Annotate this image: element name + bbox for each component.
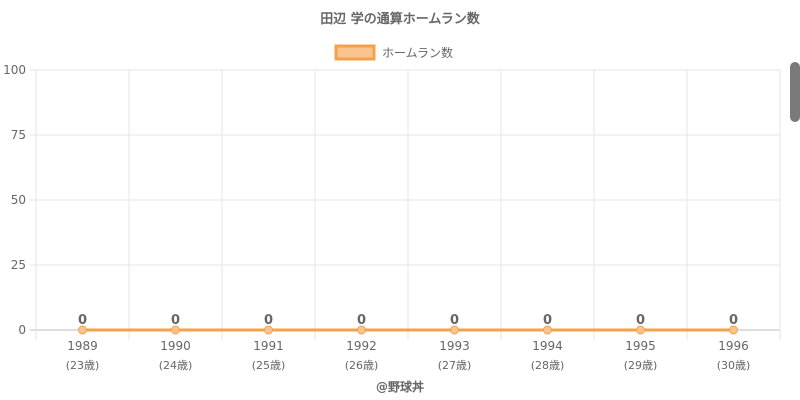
- x-tick-sublabel: (24歳): [159, 359, 193, 372]
- data-label: 0: [171, 313, 180, 328]
- x-axis: 1989 (23歳) 1990 (24歳) 1991 (25歳) 1992 (26歳) 1993…: [66, 339, 751, 372]
- data-point: [78, 325, 87, 335]
- data-label: 0: [357, 313, 366, 328]
- data-point: [636, 325, 645, 335]
- y-axis: 0 25 50 75 100: [3, 63, 26, 337]
- scrollbar-thumb[interactable]: [790, 62, 800, 122]
- legend-swatch: [334, 44, 376, 61]
- data-point: [357, 325, 366, 335]
- x-tick-sublabel: (25歳): [252, 359, 286, 372]
- x-tick-label: 1996: [718, 339, 749, 353]
- chart-title: 田辺 学の通算ホームラン数: [320, 11, 480, 27]
- data-label: 0: [78, 313, 87, 328]
- x-tick-sublabel: (28歳): [531, 359, 565, 372]
- credit-label: @野球丼: [376, 379, 424, 394]
- y-tick-label: 100: [3, 63, 26, 77]
- data-label: 0: [636, 313, 645, 328]
- data-label: 0: [450, 313, 459, 328]
- x-tick-label: 1989: [67, 339, 98, 353]
- x-tick-label: 1994: [532, 339, 563, 353]
- data-label: 0: [264, 313, 273, 328]
- series-homeruns: 0 0 0 0 0 0 0 0: [78, 313, 738, 335]
- data-label: 0: [543, 313, 552, 328]
- x-tick-label: 1995: [625, 339, 656, 353]
- y-tick-label: 50: [11, 193, 26, 207]
- data-label: 0: [729, 313, 738, 328]
- x-tick-label: 1992: [346, 339, 377, 353]
- x-tick-sublabel: (30歳): [717, 359, 751, 372]
- data-point: [171, 325, 180, 335]
- x-tick-sublabel: (26歳): [345, 359, 379, 372]
- x-tick-sublabel: (29歳): [624, 359, 658, 372]
- y-tick-label: 25: [11, 258, 26, 272]
- x-tick-label: 1991: [253, 339, 284, 353]
- x-tick-sublabel: (27歳): [438, 359, 472, 372]
- y-tick-label: 75: [11, 128, 26, 142]
- x-tick-sublabel: (23歳): [66, 359, 100, 372]
- data-point: [543, 325, 552, 335]
- data-point: [729, 325, 738, 335]
- legend: ホームラン数: [334, 44, 453, 61]
- x-tick-label: 1990: [160, 339, 191, 353]
- data-point: [450, 325, 459, 335]
- gridlines: [30, 69, 781, 340]
- data-point: [264, 325, 273, 335]
- x-tick-label: 1993: [439, 339, 470, 353]
- y-tick-label: 0: [18, 323, 26, 337]
- legend-label: ホームラン数: [382, 45, 453, 60]
